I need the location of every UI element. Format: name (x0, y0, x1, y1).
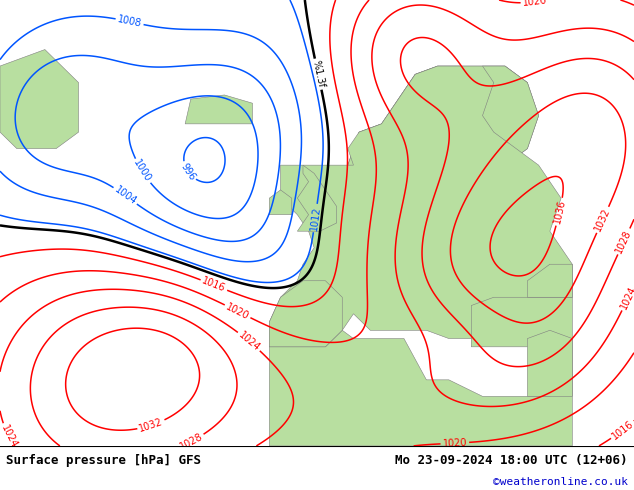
Text: 1036: 1036 (552, 199, 567, 225)
Polygon shape (314, 66, 539, 223)
Text: %1.3f: %1.3f (311, 60, 326, 89)
Polygon shape (437, 66, 539, 190)
Text: 1024: 1024 (236, 330, 262, 353)
Polygon shape (370, 165, 392, 190)
Text: 1028: 1028 (178, 431, 204, 452)
Text: 1004: 1004 (112, 185, 138, 207)
Polygon shape (269, 66, 573, 347)
Text: 996: 996 (179, 161, 197, 182)
Polygon shape (527, 264, 573, 297)
Polygon shape (297, 165, 337, 231)
Text: 1012: 1012 (309, 205, 322, 231)
Polygon shape (269, 330, 573, 446)
Polygon shape (269, 190, 292, 215)
Text: ©weatheronline.co.uk: ©weatheronline.co.uk (493, 477, 628, 487)
Text: 1016: 1016 (201, 276, 227, 294)
Polygon shape (0, 49, 79, 148)
Text: 1024: 1024 (618, 284, 634, 311)
Text: 1020: 1020 (443, 438, 467, 449)
Polygon shape (185, 95, 252, 124)
Polygon shape (269, 281, 342, 347)
Polygon shape (527, 330, 573, 396)
Text: 1028: 1028 (614, 228, 633, 255)
Polygon shape (382, 66, 527, 190)
Text: 1024: 1024 (0, 423, 19, 450)
Text: 1020: 1020 (224, 301, 251, 321)
Text: 1032: 1032 (138, 416, 164, 434)
Text: 1032: 1032 (593, 207, 612, 233)
Text: Mo 23-09-2024 18:00 UTC (12+06): Mo 23-09-2024 18:00 UTC (12+06) (395, 454, 628, 466)
Text: Surface pressure [hPa] GFS: Surface pressure [hPa] GFS (6, 454, 202, 466)
Polygon shape (471, 297, 573, 347)
Text: 1020: 1020 (522, 0, 548, 8)
Polygon shape (348, 66, 482, 190)
Text: 1016: 1016 (610, 418, 634, 441)
Text: 1008: 1008 (117, 14, 143, 29)
Text: 1000: 1000 (132, 158, 153, 184)
